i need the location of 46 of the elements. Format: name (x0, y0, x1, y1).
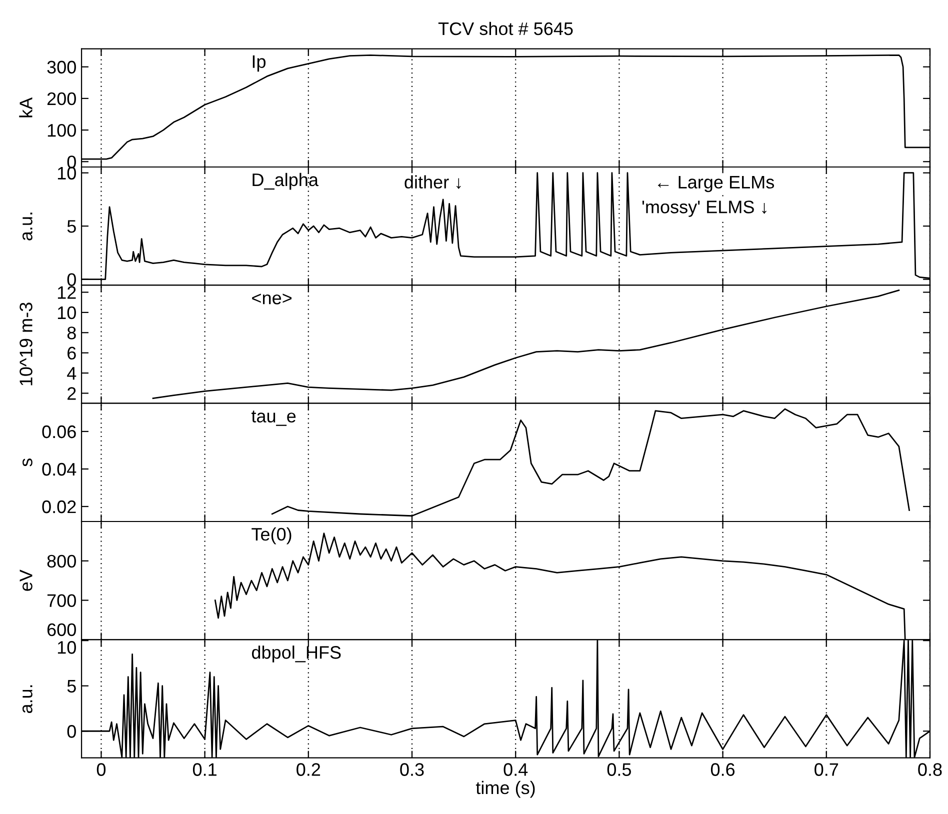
text: <ne> (252, 294, 292, 304)
legend-label: Ip (252, 55, 266, 72)
annotation: 'mossy' ELMS ↓ (642, 200, 766, 217)
y-axis-title: eV (20, 570, 32, 591)
y-tick-label: 5 (67, 220, 76, 233)
y-tick-label: 2 (68, 387, 76, 400)
y-tick-label: 300 (47, 60, 76, 74)
annotation: ← Large ELMs (658, 176, 774, 192)
y-tick-label: 200 (47, 92, 76, 106)
y-tick-label: 800 (47, 554, 76, 568)
y-tick-label: 10 (58, 306, 76, 320)
x-tick-label: 0.7 (814, 763, 838, 776)
y-axis-title: s (22, 458, 32, 466)
text: dbpol_HFS (252, 646, 341, 662)
x-tick-label: 0 (96, 763, 106, 776)
y-axis-title: a.u. (22, 212, 32, 240)
y-tick-label: 8 (67, 326, 76, 340)
x-tick-label: 0.8 (918, 763, 942, 776)
y-tick-label: 12 (58, 286, 76, 299)
y-tick-label: 6 (68, 346, 76, 360)
y-tick-label: 100 (48, 124, 76, 137)
annotation: dither ↓ (404, 175, 461, 189)
x-axis-title: time (s) (476, 780, 535, 798)
y-tick-label: 0 (67, 273, 76, 286)
y-axis-title: kA (19, 97, 32, 118)
x-tick-label: 0.5 (607, 763, 631, 776)
y-axis-title: a.u. (22, 685, 32, 714)
x-tick-label: 0.3 (400, 763, 424, 776)
series-label: Te(0) (252, 527, 292, 544)
y-tick-label: 10 (58, 641, 76, 654)
y-tick-label: 5 (67, 680, 76, 693)
y-tick-label: 700 (47, 594, 76, 607)
y-axis-title: 10^19 m-3 (20, 302, 32, 386)
text: tau_e (251, 410, 296, 426)
chart-title: TCV shot # 5645 (438, 22, 573, 36)
y-tick-label: 4 (67, 367, 76, 380)
x-tick-label: 0.2 (296, 763, 320, 776)
y-tick-label: 0.06 (42, 425, 76, 438)
y-tick-label: 0.04 (42, 462, 76, 476)
series-label: D_alpha (252, 172, 318, 190)
x-tick-label: 0.1 (192, 763, 216, 776)
x-tick-label: 0.4 (504, 763, 528, 776)
x-tick-label: 0.6 (710, 763, 735, 776)
y-tick-label: 600 (47, 623, 76, 636)
y-tick-label: 0.02 (42, 500, 76, 514)
y-tick-label: 0 (67, 725, 76, 738)
